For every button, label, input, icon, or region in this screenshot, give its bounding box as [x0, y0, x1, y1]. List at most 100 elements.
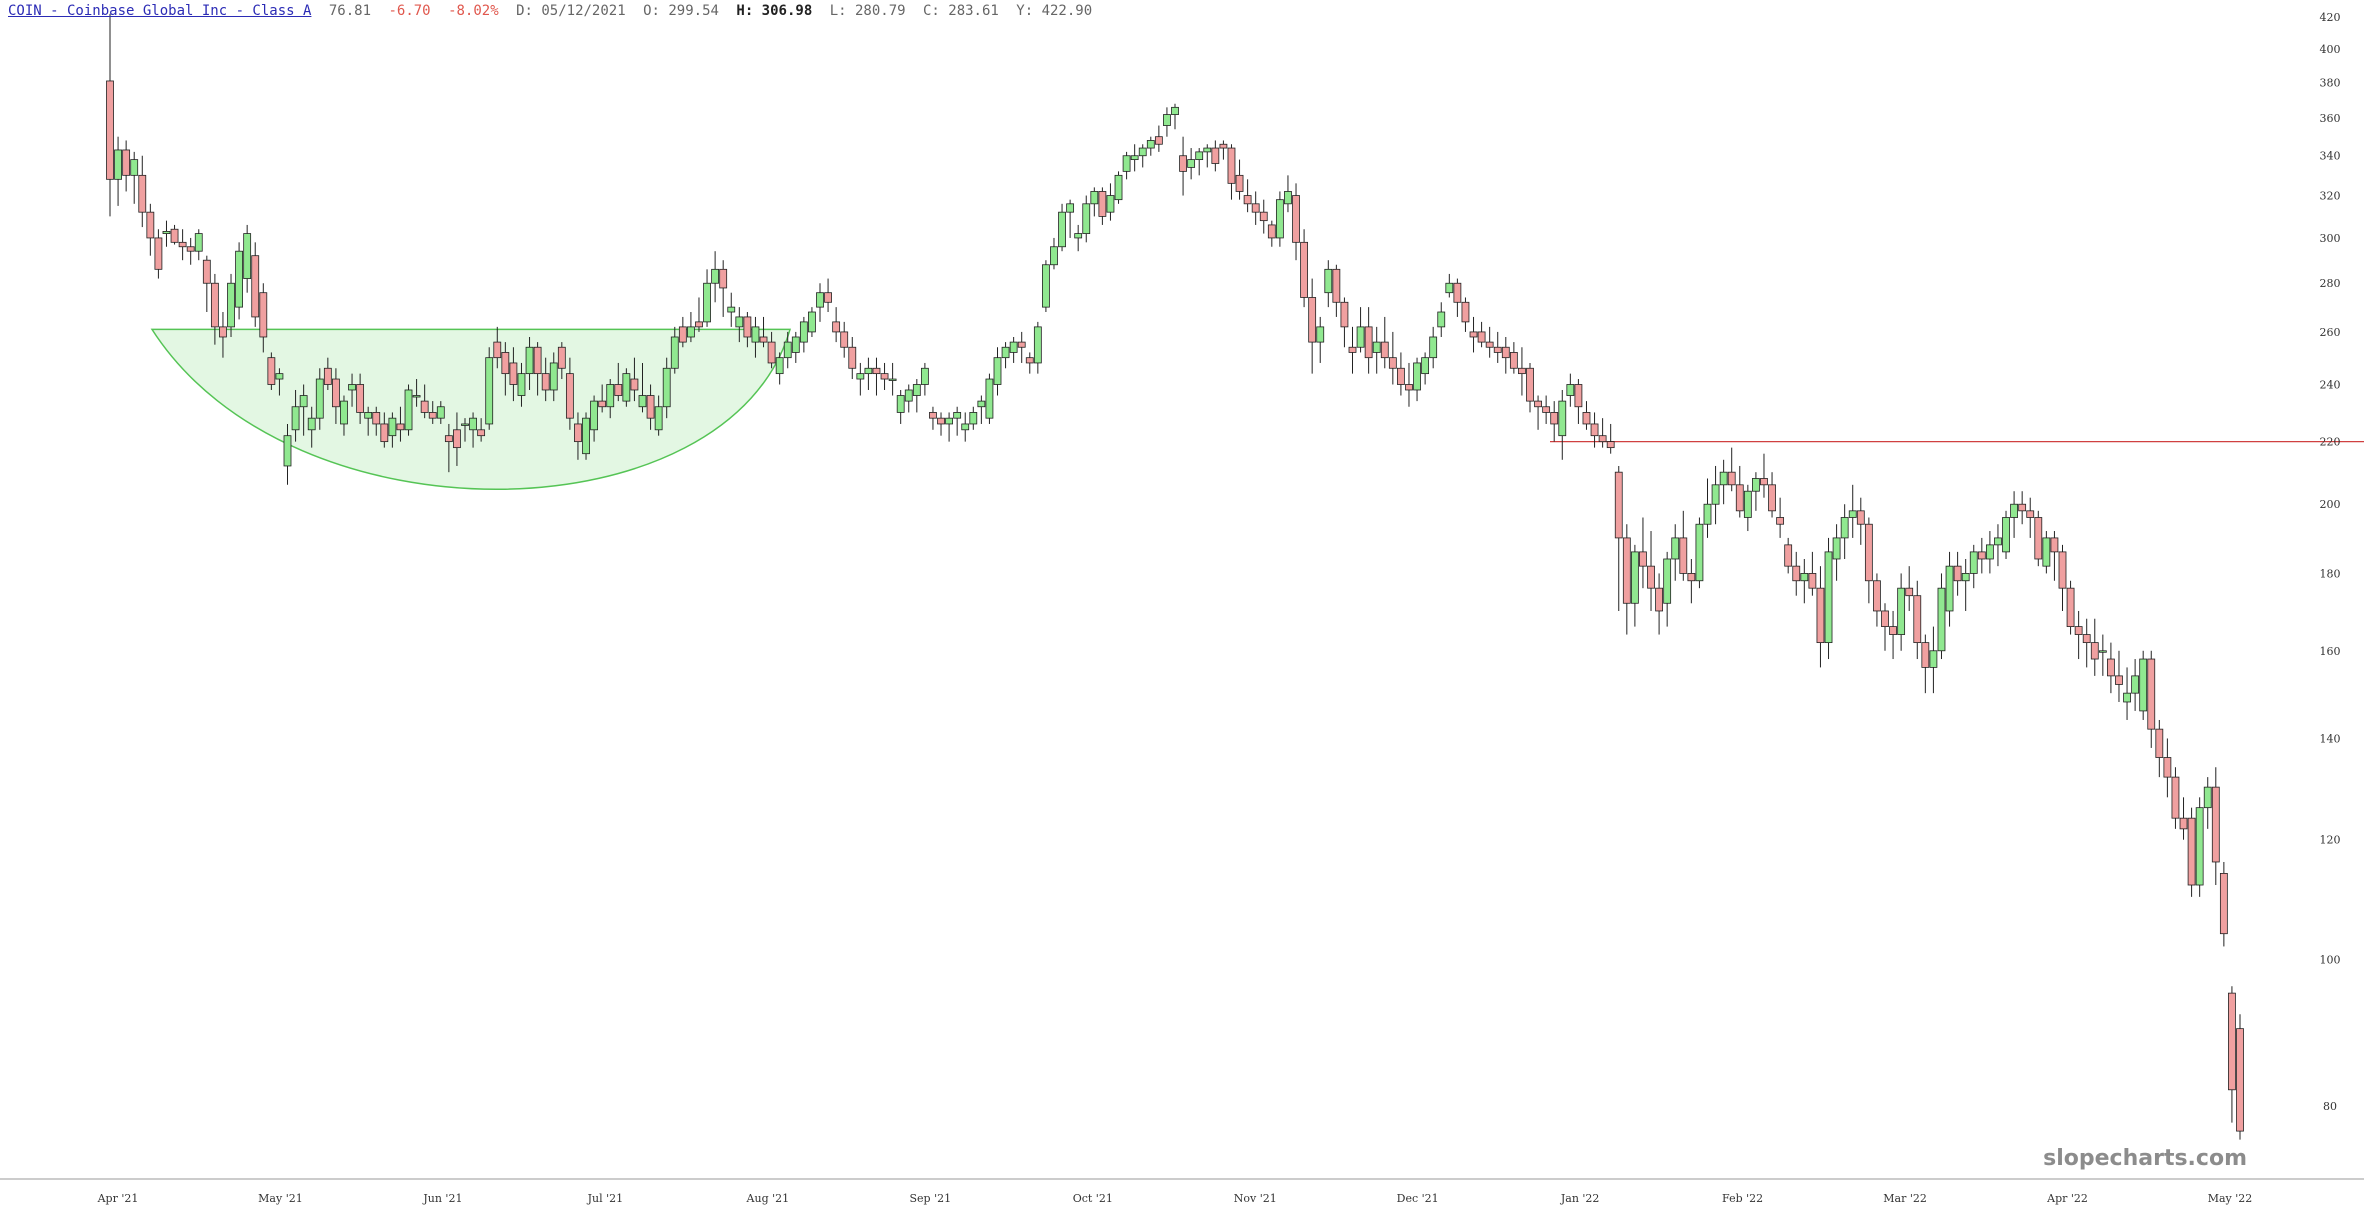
candle: [122, 140, 131, 192]
candle-body: [162, 231, 171, 234]
candle-body: [509, 362, 518, 385]
candle-body: [2098, 650, 2107, 653]
candle-body: [1195, 151, 1204, 161]
candle-body: [2163, 757, 2172, 778]
candle-body: [557, 346, 566, 369]
symbol-title[interactable]: COIN - Coinbase Global Inc - Class A: [8, 3, 312, 19]
candle: [574, 412, 582, 460]
y-tick-label: 260: [2320, 326, 2341, 339]
candle: [1687, 558, 1696, 604]
candle-body: [1816, 587, 1825, 644]
candle-body: [606, 384, 615, 408]
x-tick-label: Sep '21: [910, 1192, 952, 1205]
candle: [1106, 183, 1115, 221]
candle: [783, 331, 792, 369]
candle: [1421, 352, 1430, 385]
candle-body: [783, 341, 792, 359]
candle: [1090, 187, 1099, 217]
candle: [1066, 199, 1075, 238]
candle: [598, 384, 607, 413]
candle: [420, 384, 429, 419]
candle: [2058, 544, 2067, 611]
candle-body: [2155, 728, 2164, 758]
candle-body: [1090, 191, 1099, 205]
candle: [1945, 551, 1954, 627]
candle-body: [1679, 537, 1688, 574]
candle: [1388, 331, 1397, 385]
candle: [2203, 777, 2212, 829]
candle: [436, 401, 445, 424]
candle-body: [1372, 341, 1381, 353]
candle: [2066, 580, 2075, 635]
candle: [162, 220, 171, 247]
candle-body: [2123, 692, 2131, 703]
x-tick-label: Nov '21: [1234, 1192, 1277, 1205]
x-tick-label: Aug '21: [746, 1192, 790, 1205]
candle-body: [1961, 573, 1970, 582]
candle: [953, 406, 962, 436]
candle: [1082, 195, 1091, 243]
candle: [1598, 418, 1607, 448]
candle: [961, 412, 970, 442]
candle: [695, 297, 703, 332]
candle: [888, 362, 897, 396]
candle-body: [767, 341, 776, 364]
candle: [670, 326, 679, 374]
candle-body: [953, 412, 962, 419]
candle: [1929, 626, 1938, 694]
candle-body: [961, 423, 970, 431]
candle-body: [1784, 544, 1793, 567]
y-tick-label: 400: [2320, 43, 2341, 56]
candle-body: [1017, 341, 1026, 348]
candle-body: [1977, 551, 1986, 560]
candle: [428, 401, 437, 424]
candle: [1526, 362, 1534, 413]
candle-body: [1227, 147, 1236, 184]
candle-body: [2171, 776, 2180, 819]
candle: [880, 362, 889, 390]
candle-body: [1501, 346, 1510, 359]
candle: [727, 292, 736, 327]
candle-body: [1163, 114, 1171, 126]
candle: [582, 412, 590, 460]
low-readout: L: 280.79: [829, 3, 906, 19]
candle: [985, 373, 994, 424]
candle-body: [396, 423, 405, 431]
candle: [1058, 203, 1066, 252]
candle-body: [993, 357, 1002, 385]
x-tick-label: Jul '21: [587, 1192, 624, 1205]
candle-body: [380, 423, 389, 443]
x-tick-label: Jun '21: [422, 1192, 462, 1205]
candle-body: [614, 384, 623, 396]
candle: [759, 316, 768, 348]
candle-body: [2010, 503, 2018, 518]
candle-body: [2203, 786, 2212, 809]
candle-body: [695, 321, 703, 328]
candle-body: [533, 346, 542, 375]
candle-body: [1614, 471, 1623, 539]
candle-body: [1348, 346, 1357, 353]
candle-body: [1461, 301, 1470, 323]
candle: [929, 406, 937, 430]
candle: [2002, 510, 2010, 559]
candle-body: [420, 400, 429, 413]
candle: [743, 312, 752, 348]
x-tick-label: Oct '21: [1073, 1192, 1113, 1205]
candle-body: [1800, 573, 1809, 582]
candle: [2228, 986, 2236, 1123]
candle: [1768, 472, 1776, 518]
candle: [227, 273, 235, 337]
candle-body: [1889, 626, 1897, 635]
x-tick-label: Apr '22: [2046, 1192, 2088, 1205]
candle: [565, 357, 574, 430]
candle: [1760, 453, 1768, 498]
candle: [372, 406, 381, 436]
candle-body: [251, 255, 260, 318]
candle-body: [106, 80, 114, 180]
candle-body: [154, 237, 163, 270]
candle: [235, 242, 243, 320]
candle: [1437, 302, 1446, 337]
candle: [210, 273, 219, 345]
candle-body: [243, 233, 252, 279]
candle: [219, 312, 227, 358]
